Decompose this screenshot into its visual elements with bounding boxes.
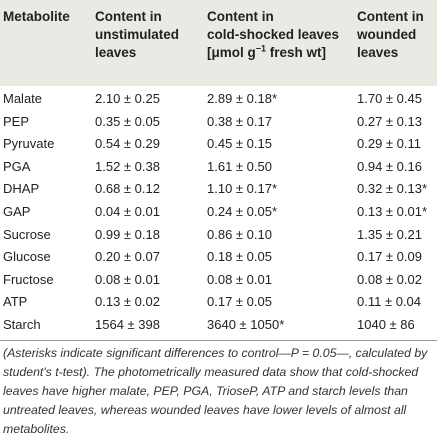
metabolite-name: ATP (3, 294, 28, 310)
content-value: 0.11 ± 0.04 (357, 294, 421, 310)
table-row: ATP 0.13 ± 0.02 0.17 ± 0.05 0.11 ± 0.04 (0, 291, 437, 314)
content-value: 0.35 ± 0.05 (95, 113, 160, 129)
content-value: 0.13 ± 0.02 (95, 294, 160, 310)
content-value: 0.04 ± 0.01 (95, 203, 160, 219)
table-row: PGA 1.52 ± 0.38 1.61 ± 0.50 0.94 ± 0.16 (0, 156, 437, 179)
content-value: 0.45 ± 0.15 (207, 136, 272, 152)
header-text: unstimulated (95, 27, 180, 42)
content-value: 2.89 ± 0.18* (207, 91, 278, 106)
header-cell: Content in wounded leaves (357, 8, 424, 62)
metabolite-name: GAP (3, 203, 31, 219)
content-value: 1.61 ± 0.50 (207, 158, 272, 174)
header-cell: Metabolite (3, 8, 70, 26)
content-value: 0.08 ± 0.01 (207, 271, 272, 287)
content-value: 0.27 ± 0.13 (357, 113, 422, 129)
table-rule (0, 340, 437, 341)
content-value: 0.08 ± 0.01 (95, 271, 160, 287)
metabolite-name: Starch (3, 316, 41, 332)
header-text: leaves (95, 45, 137, 60)
metabolite-name: PEP (3, 113, 30, 129)
content-value: 0.32 ± 0.13* (357, 181, 428, 197)
metabolite-name: Fructose (3, 271, 54, 287)
content-value: 0.13 ± 0.01* (357, 203, 428, 219)
header-text: [μmol g−1 fresh wt] (207, 44, 339, 62)
metabolite-name: DHAP (3, 181, 40, 197)
content-value: 0.94 ± 0.16 (357, 158, 422, 174)
table-row: GAP 0.04 ± 0.01 0.24 ± 0.05* 0.13 ± 0.01* (0, 201, 437, 224)
footnote: (Asterisks indicate significant differen… (3, 346, 428, 436)
content-value: 1564 ± 398 (95, 316, 160, 332)
header-cell: Content in unstimulated leaves (95, 8, 179, 62)
metabolite-name: Malate (3, 91, 43, 106)
content-value: 0.18 ± 0.05 (207, 249, 272, 265)
table-row: Malate 2.10 ± 0.25 2.89 ± 0.18* 1.70 ± 0.45 (0, 88, 437, 111)
content-value: 0.38 ± 0.17 (207, 113, 272, 129)
metabolite-name: Sucrose (3, 226, 51, 242)
content-value: 1040 ± 86 (357, 316, 415, 332)
content-value: 0.08 ± 0.02 (357, 271, 422, 287)
content-value: 0.24 ± 0.05* (207, 203, 278, 219)
table-row: DHAP 0.68 ± 0.12 1.10 ± 0.17* 0.32 ± 0.13* (0, 178, 437, 201)
header-text: Content in (357, 9, 424, 24)
metabolite-name: PGA (3, 158, 31, 174)
content-value: 0.17 ± 0.05 (207, 294, 272, 310)
content-value: 0.54 ± 0.29 (95, 136, 160, 152)
table-row: Fructose 0.08 ± 0.01 0.08 ± 0.01 0.08 ± 0.0… (0, 269, 437, 292)
header-cell: Content in cold-shocked leaves [μmol g−1… (207, 8, 339, 62)
content-value: 1.52 ± 0.38 (95, 158, 160, 174)
content-value: 2.10 ± 0.25 (95, 91, 160, 106)
content-value: 0.20 ± 0.07 (95, 249, 160, 265)
table-body: Malate 2.10 ± 0.25 2.89 ± 0.18* 1.70 ± 0.45… (0, 88, 437, 337)
table-row: PEP 0.35 ± 0.05 0.38 ± 0.17 0.27 ± 0.13 (0, 111, 437, 134)
content-value: 1.35 ± 0.21 (357, 226, 422, 242)
metabolite-name: Pyruvate (3, 136, 55, 152)
superscript: −1 (255, 43, 267, 54)
content-value: 0.17 ± 0.09 (357, 249, 422, 265)
header-text: cold-shocked leaves (207, 27, 340, 42)
table-row: Glucose 0.20 ± 0.07 0.18 ± 0.05 0.17 ± 0.09 (0, 246, 437, 269)
header-text: Content in (207, 9, 274, 24)
metabolite-name: Glucose (3, 249, 51, 265)
header-text: fresh wt] (266, 45, 327, 60)
table-row: Pyruvate 0.54 ± 0.29 0.45 ± 0.15 0.29 ± 0.1… (0, 133, 437, 156)
table-row: Starch 1564 ± 398 3640 ± 1050* 1040 ± 86 (0, 314, 437, 337)
content-value: 0.99 ± 0.18 (95, 226, 160, 242)
content-value: 1.10 ± 0.17* (207, 181, 278, 197)
table-row: Sucrose 0.99 ± 0.18 0.86 ± 0.10 1.35 ± 0.21 (0, 224, 437, 247)
header-text: [μmol g (207, 45, 256, 60)
content-value: 0.68 ± 0.12 (95, 181, 160, 197)
content-value: 0.86 ± 0.10 (207, 226, 272, 242)
header-text: Metabolite (3, 9, 70, 24)
content-value: 0.29 ± 0.11 (357, 136, 421, 152)
header-text: leaves (357, 45, 399, 60)
content-value: 3640 ± 1050* (207, 316, 285, 332)
header-text: Content in (95, 9, 162, 24)
table-header: Metabolite Content in unstimulated leave… (0, 0, 437, 86)
content-value: 1.70 ± 0.45 (357, 91, 422, 106)
header-text: wounded (357, 27, 417, 42)
